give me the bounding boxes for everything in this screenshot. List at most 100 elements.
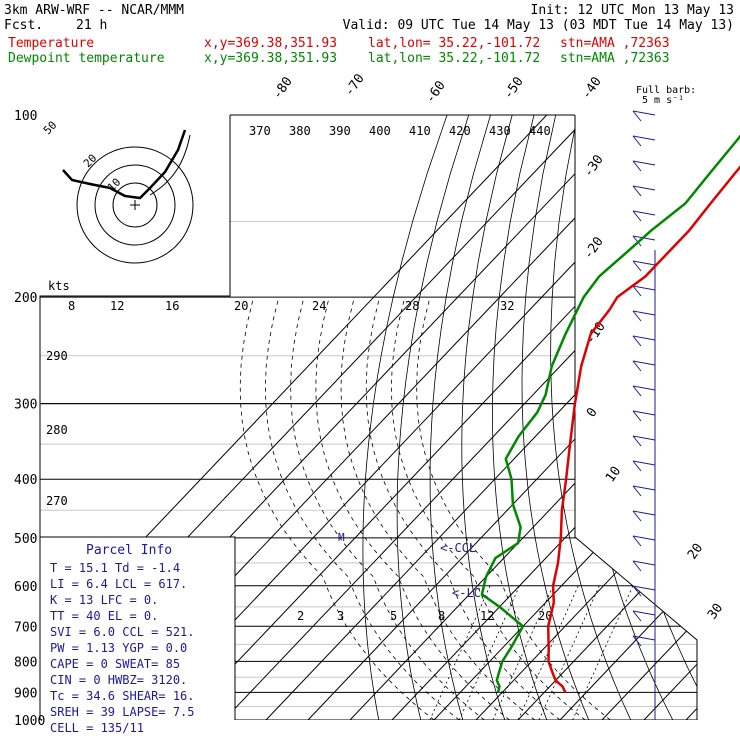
parcel-info-row-2: K = 13 LFC = 0. [50,593,158,607]
wind-barb-flag-6 [632,260,642,272]
isotherm--40 [307,115,697,720]
hodograph-ring-label-10: 10 [105,176,124,195]
wind-barb-12 [632,410,656,416]
pressure-label-900: 900 [14,686,37,701]
moist-adiabat-2 [290,297,485,720]
wind-barb-flag-19 [632,585,642,597]
marker-annotation: M [338,531,345,544]
isotherm-label-20: 20 [685,541,706,562]
legend-temperature-station: stn=AMA ,72363 [560,36,670,51]
inset-scale-label-16: 16 [165,299,179,313]
moist-adiabat--4 [264,297,460,720]
isotherm-40 [643,115,697,720]
wind-barb-flag-2 [632,160,642,172]
wind-barb-7 [632,285,656,291]
wind-barb-flag-3 [632,185,642,197]
theta-label-390: 390 [329,124,351,138]
wind-barb-4 [632,210,656,216]
wind-barb-8 [632,310,656,316]
parcel-info-row-0: T = 15.1 Td = -1.4 [50,561,180,575]
isotherm-label--80: -80 [270,74,296,102]
wind-barb-17 [632,535,656,541]
isotherm-label--60: -60 [423,78,449,106]
mixing-ratio-label-2: 2 [297,609,304,623]
forecast-hours: 21 h [76,18,108,33]
moist-adiabat-32 [416,297,611,720]
isotherm-label--40: -40 [579,74,605,102]
wind-barb-flag-16 [632,510,642,522]
mixing-ratio-label-8: 8 [438,609,445,623]
theta-label-400: 400 [369,124,391,138]
isotherm--50 [265,115,697,720]
dry-adiabat-330 [604,115,697,720]
isotherm-50 [685,115,697,720]
moist-adiabat-26 [390,297,586,720]
theta-label-380: 380 [289,124,311,138]
theta-e-label-280: 280 [46,423,68,437]
pressure-label-1000: 1000 [14,714,45,729]
dry-adiabat-360 [680,115,697,720]
wind-barb-flag-18 [632,560,642,572]
wind-barb-16 [632,510,656,516]
pressure-label-600: 600 [14,580,37,595]
isotherm-label--30: -30 [581,152,607,180]
ccl-annotation: <-CCL [440,541,476,555]
hodograph-trace [62,129,187,200]
wind-barb-flag-8 [632,310,642,322]
wind-barb-flag-9 [632,335,642,347]
wind-barb-flag-15 [632,485,642,497]
isotherm-label--50: -50 [501,74,527,102]
isotherm-label-30: 30 [705,601,726,622]
wind-barb-flag-4 [632,210,642,222]
moist-adiabat--10 [239,297,435,720]
wind-barb-15 [632,485,656,491]
dry-adiabat-290 [492,115,548,720]
legend-dewpoint-station: stn=AMA ,72363 [560,51,670,66]
isotherm-10 [517,115,697,720]
parcel-info-title: Parcel Info [86,543,172,558]
hodograph-ring-label-20: 20 [81,152,100,171]
parcel-info-row-4: SVI = 6.0 CCL = 521. [50,625,195,639]
dry-adiabat-250 [362,115,448,720]
wind-barb-13 [632,435,656,441]
pressure-label-700: 700 [14,620,37,635]
hodograph-ring-0 [112,182,158,228]
legend-dewpoint-xy: x,y=369.38,351.93 [204,51,338,66]
wind-barb-flag-5 [632,235,642,247]
temperature-profile [546,165,740,693]
frame-left [39,115,236,720]
moist-adiabat-8 [315,297,510,720]
wind-barb-11 [632,385,656,391]
parcel-info-row-1: LI = 6.4 LCL = 617. [50,577,187,591]
pressure-label-200: 200 [14,291,37,306]
wind-barb-flag-13 [632,435,642,447]
mixing-ratio-label-3: 3 [337,609,344,623]
legend-temperature-latlon: lat,lon= 35.22,-101.72 [368,36,541,51]
wind-barb-9 [632,335,656,341]
init-time: Init: 12 UTC Mon 13 May 13 [530,3,735,18]
mixing-ratio-3 [458,585,520,720]
dry-adiabat-260 [396,115,470,720]
isotherm-20 [559,115,697,720]
isotherm--80 [139,115,697,720]
parcel-info-row-10: CELL = 135/11 [50,721,144,735]
isotherm-label-10: 10 [603,464,624,485]
hodograph-units: kts [48,279,70,293]
parcel-info-row-5: PW = 1.13 YGP = 0.0 [50,641,187,655]
wind-barbs [632,110,656,720]
isotherm--60 [223,115,697,720]
parcel-info-row-6: CAPE = 0 SWEAT= 85 [50,657,180,671]
hodograph-storm-motion [149,134,191,196]
wind-barb-flag-14 [632,460,642,472]
isotherm-label-0: 0 [584,405,601,420]
theta-label-410: 410 [409,124,431,138]
mixing-ratio-label-5: 5 [390,609,397,623]
pressure-label-300: 300 [14,398,37,413]
dry-adiabat-310 [550,115,632,720]
wind-barb-flag-0 [632,110,642,122]
wind-barb-14 [632,460,656,466]
legend-dewpoint-latlon: lat,lon= 35.22,-101.72 [368,51,541,66]
wind-barb-0 [632,110,656,116]
wind-barb-19 [632,585,656,591]
parcel-info-row-8: Tc = 34.6 SHEAR= 16. [50,689,195,703]
